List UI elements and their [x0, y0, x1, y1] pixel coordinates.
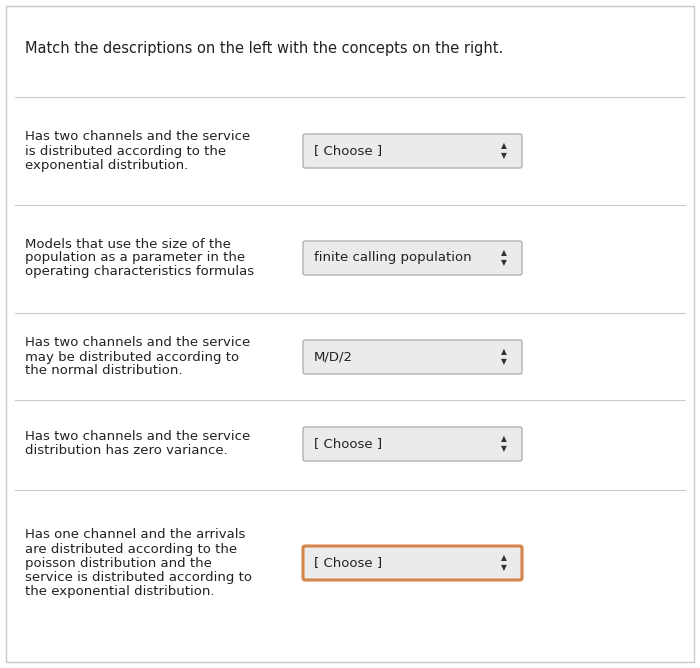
Text: the exponential distribution.: the exponential distribution. [25, 584, 214, 597]
Text: ▼: ▼ [501, 564, 507, 572]
FancyBboxPatch shape [303, 241, 522, 275]
Text: Match the descriptions on the left with the concepts on the right.: Match the descriptions on the left with … [25, 41, 503, 55]
FancyBboxPatch shape [303, 546, 522, 580]
FancyBboxPatch shape [303, 134, 522, 168]
Text: ▼: ▼ [501, 259, 507, 267]
Text: ▲: ▲ [501, 434, 507, 444]
Text: ▲: ▲ [501, 554, 507, 562]
Text: finite calling population: finite calling population [314, 251, 472, 265]
Text: [ Choose ]: [ Choose ] [314, 438, 382, 450]
Text: ▲: ▲ [501, 248, 507, 257]
Text: [ Choose ]: [ Choose ] [314, 144, 382, 158]
Text: is distributed according to the: is distributed according to the [25, 144, 226, 158]
Text: are distributed according to the: are distributed according to the [25, 542, 237, 556]
Text: Has two channels and the service: Has two channels and the service [25, 337, 251, 349]
Text: M/D/2: M/D/2 [314, 351, 353, 363]
Text: exponential distribution.: exponential distribution. [25, 158, 188, 172]
Text: ▼: ▼ [501, 357, 507, 367]
Text: Has two channels and the service: Has two channels and the service [25, 430, 251, 444]
FancyBboxPatch shape [303, 427, 522, 461]
Text: Has one channel and the arrivals: Has one channel and the arrivals [25, 528, 246, 542]
FancyBboxPatch shape [303, 340, 522, 374]
Text: ▼: ▼ [501, 152, 507, 160]
FancyBboxPatch shape [6, 6, 694, 662]
Text: ▼: ▼ [501, 444, 507, 454]
Text: population as a parameter in the: population as a parameter in the [25, 251, 245, 265]
Text: poisson distribution and the: poisson distribution and the [25, 556, 212, 570]
Text: ▲: ▲ [501, 347, 507, 357]
Text: Models that use the size of the: Models that use the size of the [25, 238, 231, 250]
Text: service is distributed according to: service is distributed according to [25, 570, 252, 584]
Text: operating characteristics formulas: operating characteristics formulas [25, 265, 254, 279]
Text: [ Choose ]: [ Choose ] [314, 556, 382, 570]
Text: Has two channels and the service: Has two channels and the service [25, 130, 251, 144]
Text: distribution has zero variance.: distribution has zero variance. [25, 444, 228, 458]
Text: the normal distribution.: the normal distribution. [25, 365, 183, 377]
Text: may be distributed according to: may be distributed according to [25, 351, 239, 363]
Text: ▲: ▲ [501, 142, 507, 150]
